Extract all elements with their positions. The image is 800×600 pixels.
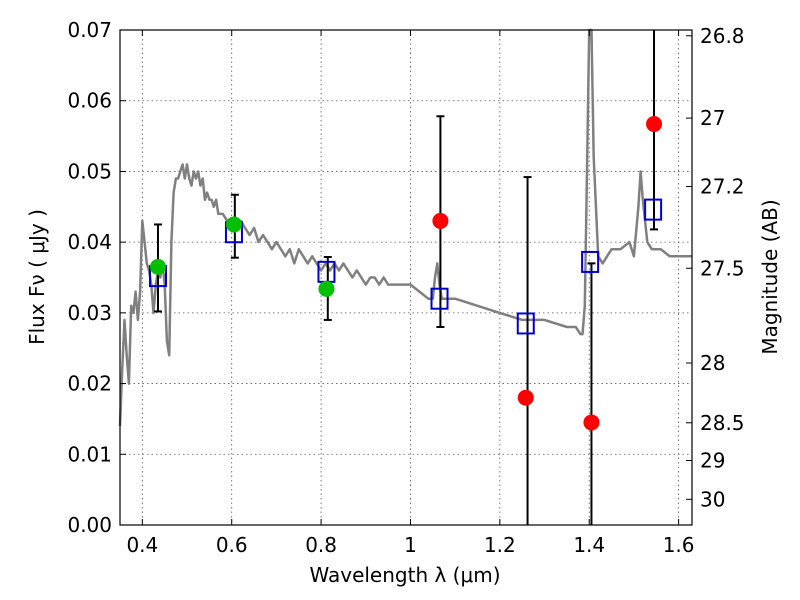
x-tick-label: 0.8 — [305, 533, 337, 557]
red-point — [646, 116, 663, 133]
mag-tick-label: 27 — [700, 106, 725, 130]
green-point — [149, 258, 166, 275]
y-tick-label: 0.07 — [67, 18, 112, 42]
x-tick-label: 0.6 — [216, 533, 248, 557]
green-point — [318, 280, 335, 297]
y-axis-label: Flux Fν ( μJy ) — [25, 209, 49, 345]
red-point — [517, 389, 534, 406]
model-square — [430, 287, 449, 310]
red-point — [583, 414, 600, 431]
mag-tick-label: 28 — [700, 351, 725, 375]
observed-points — [149, 116, 663, 431]
grid — [120, 29, 692, 526]
y-tick-label: 0.05 — [67, 159, 112, 183]
y-axis-right-label: Magnitude (AB) — [758, 199, 782, 354]
spectrum-layer — [118, 28, 692, 427]
y-tick-label: 0.04 — [67, 230, 112, 254]
model-square — [581, 250, 600, 273]
plot-frame — [119, 29, 693, 526]
green-point — [225, 216, 242, 233]
mag-tick-label: 26.8 — [700, 24, 745, 48]
x-tick-label: 1.6 — [663, 533, 695, 557]
spectrum-line — [118, 28, 692, 427]
mag-tick-label: 28.5 — [700, 411, 745, 435]
y-tick-label: 0.06 — [67, 89, 112, 113]
error-bars — [153, 30, 659, 525]
axis-ticks: 0.4 0.6 0.8 1 1.2 1.4 1.6 0.00 0.01 0.02 0.03 0.04 0… — [67, 18, 744, 557]
y-tick-label: 0.02 — [67, 372, 112, 396]
y-tick-label: 0.00 — [67, 513, 112, 537]
model-square — [516, 312, 535, 335]
x-tick-label: 1.4 — [573, 533, 605, 557]
x-axis-label: Wavelength λ (μm) — [309, 563, 500, 587]
mag-tick-label: 29 — [700, 449, 725, 473]
red-point — [432, 212, 449, 229]
model-square — [644, 198, 663, 221]
mag-tick-label: 30 — [700, 487, 725, 511]
x-tick-label: 1.2 — [484, 533, 516, 557]
mag-tick-label: 27.2 — [700, 175, 745, 199]
mag-tick-label: 27.5 — [700, 256, 745, 280]
y-tick-label: 0.01 — [67, 442, 112, 466]
x-tick-label: 0.4 — [126, 533, 158, 557]
y-tick-label: 0.03 — [67, 301, 112, 325]
x-tick-label: 1 — [404, 533, 417, 557]
